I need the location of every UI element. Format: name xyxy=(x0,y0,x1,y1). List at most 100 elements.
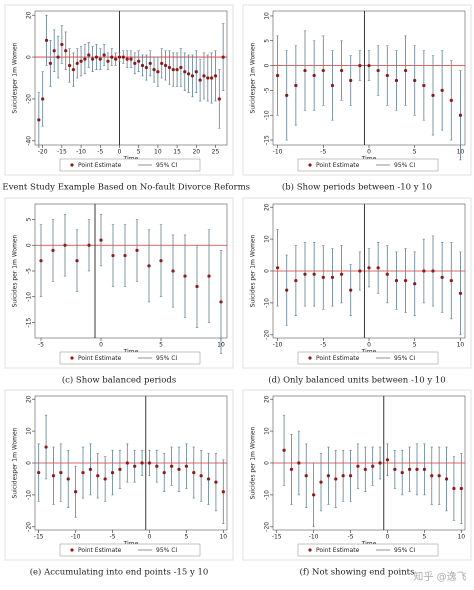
y-tick-label: -20 xyxy=(26,522,33,532)
legend-marker xyxy=(308,548,312,552)
point-estimate xyxy=(303,68,307,73)
point-estimate xyxy=(87,243,91,247)
legend-label: Point Estimate xyxy=(316,355,360,362)
point-estimate xyxy=(376,266,380,270)
y-tick-label: 10 xyxy=(264,12,271,20)
point-estimate xyxy=(385,73,389,78)
x-tick-label: -20 xyxy=(38,149,48,156)
y-tick-label: 0 xyxy=(264,64,271,68)
point-estimate xyxy=(275,266,280,270)
x-tick-label: -10 xyxy=(71,534,81,541)
point-estimate xyxy=(140,63,145,68)
x-tick-label: 5 xyxy=(413,149,417,156)
point-estimate xyxy=(304,474,308,478)
point-estimate xyxy=(110,470,115,475)
point-estimate xyxy=(422,269,426,273)
y-tick-label: -40 xyxy=(26,136,33,146)
y-axis-label: Suicides per 1m Women xyxy=(250,234,257,307)
point-estimate xyxy=(452,486,456,491)
point-estimate xyxy=(123,253,127,258)
point-estimate xyxy=(37,470,41,475)
point-estimate xyxy=(52,49,56,53)
point-estimate xyxy=(339,68,344,73)
point-estimate xyxy=(96,474,100,478)
point-estimate xyxy=(294,83,298,88)
point-estimate xyxy=(41,97,45,101)
point-estimate xyxy=(152,68,156,72)
point-estimate xyxy=(282,448,286,452)
x-tick-label: -5 xyxy=(110,534,116,541)
caption: (b) Show periods between -10 y 10 xyxy=(282,182,432,193)
x-tick-label: 5 xyxy=(159,342,163,349)
point-estimate xyxy=(207,274,211,278)
x-tick-label: 0 xyxy=(367,149,371,156)
point-estimate xyxy=(147,461,152,465)
point-estimate xyxy=(51,248,55,252)
point-estimate xyxy=(341,474,345,478)
point-estimate xyxy=(106,59,110,63)
point-estimate xyxy=(162,470,166,475)
point-estimate xyxy=(422,467,426,471)
legend-label: 95% CI xyxy=(156,162,177,169)
caption: (c) Show balanced periods xyxy=(62,375,176,386)
y-axis-label: Suicides per 1m Women xyxy=(12,234,19,307)
point-estimate xyxy=(303,272,307,276)
point-estimate xyxy=(135,248,139,252)
x-tick-label: 25 xyxy=(212,149,220,156)
x-tick-label: 20 xyxy=(192,149,200,156)
point-estimate xyxy=(103,477,107,481)
point-estimate xyxy=(440,88,444,93)
point-estimate xyxy=(129,57,133,61)
y-tick-label: -10 xyxy=(264,490,271,500)
point-estimate xyxy=(75,61,79,65)
x-tick-label: -10 xyxy=(76,149,86,156)
point-estimate xyxy=(94,55,99,59)
x-tick-label: -15 xyxy=(272,534,282,541)
y-tick-label: 0 xyxy=(26,461,33,465)
legend-box xyxy=(297,351,439,365)
point-estimate xyxy=(458,291,463,295)
point-estimate xyxy=(39,259,43,263)
point-estimate xyxy=(348,474,353,478)
point-estimate xyxy=(67,63,72,68)
point-estimate xyxy=(81,470,85,475)
y-tick-label: 0 xyxy=(264,269,271,273)
point-estimate xyxy=(195,284,199,289)
point-estimate xyxy=(110,55,114,59)
point-estimate xyxy=(198,78,202,82)
point-estimate xyxy=(321,68,325,73)
point-estimate xyxy=(312,73,316,78)
legend-box xyxy=(297,543,439,557)
point-estimate xyxy=(160,61,164,65)
point-estimate xyxy=(183,70,187,74)
point-estimate xyxy=(155,464,159,468)
y-tick-label: 10 xyxy=(264,427,271,435)
point-estimate xyxy=(294,278,298,283)
x-tick-label: 5 xyxy=(137,149,141,156)
x-tick-label: 0 xyxy=(367,342,371,349)
point-estimate xyxy=(171,269,175,273)
point-estimate xyxy=(413,282,417,286)
point-estimate xyxy=(206,477,211,481)
point-estimate xyxy=(91,57,95,61)
point-estimate xyxy=(184,464,188,468)
x-tick-label: 5 xyxy=(413,342,417,349)
point-estimate xyxy=(170,464,174,468)
point-estimate xyxy=(297,461,301,465)
legend-label: 95% CI xyxy=(156,355,177,362)
panel: -40-20020-20-15-10-50510152025TimeSuicid… xyxy=(0,4,250,193)
x-tick-label: -5 xyxy=(320,342,326,349)
point-estimate xyxy=(117,55,122,59)
point-estimate xyxy=(202,74,206,78)
point-estimate xyxy=(356,464,360,468)
x-tick-label: 0 xyxy=(148,534,152,541)
y-tick-label: 10 xyxy=(264,235,271,243)
point-estimate xyxy=(459,486,463,491)
caption: (a) Event Study Example Based on No-faul… xyxy=(0,182,250,193)
point-estimate xyxy=(312,272,316,276)
point-estimate xyxy=(285,288,289,292)
x-tick-label: -5 xyxy=(320,149,326,156)
y-tick-label: 10 xyxy=(26,427,33,435)
point-estimate xyxy=(51,474,56,478)
point-estimate xyxy=(199,474,203,478)
